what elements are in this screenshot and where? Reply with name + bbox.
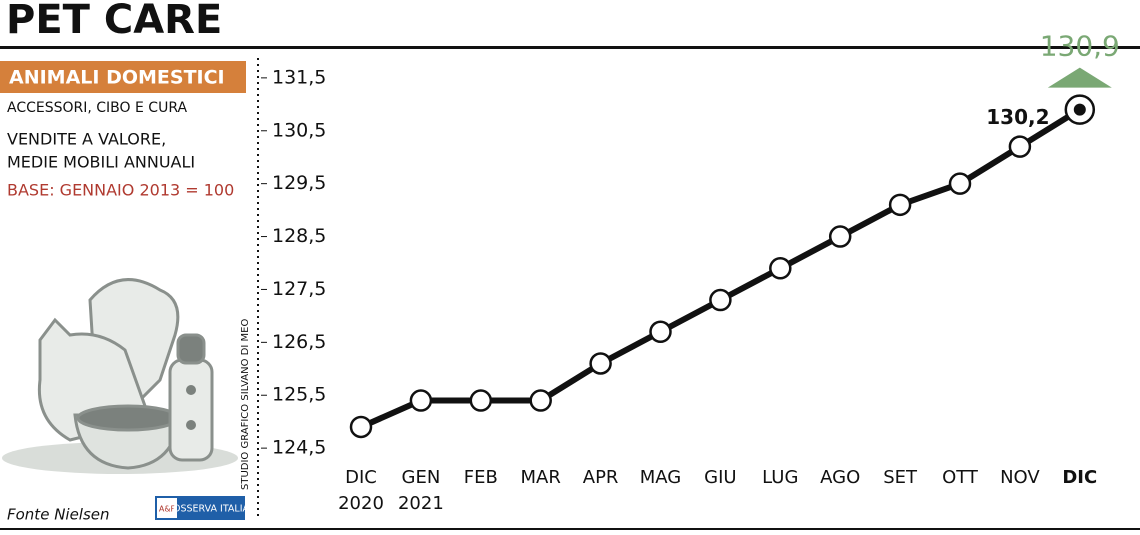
base: BASE: GENNAIO 2013 = 100 [7, 181, 234, 200]
x-tick-label: GIU [704, 467, 736, 488]
x-tick-label: DIC [345, 467, 377, 488]
point [409, 389, 433, 412]
point [888, 193, 912, 217]
y-tick-label: 129,5 [272, 172, 326, 194]
title: PET CARE [6, 0, 222, 43]
point [709, 288, 732, 312]
point [349, 415, 373, 439]
point [529, 389, 552, 412]
point [589, 352, 612, 375]
point [469, 389, 493, 412]
point-dot [1073, 103, 1086, 116]
rule [0, 46, 1140, 49]
x-tick-label: OTT [942, 467, 979, 488]
x-tick-label: MAR [521, 467, 561, 488]
y-tick-label: 124,5 [272, 437, 326, 459]
subtitle: ACCESSORI, CIBO E CURA [7, 100, 187, 116]
point [769, 257, 792, 280]
value-label: 130,2 [986, 105, 1049, 129]
x-year-label: 2020 [338, 493, 384, 514]
x-tick-label: DIC [1062, 467, 1097, 488]
y-tick-label: 125,5 [272, 384, 326, 406]
logo-text: OSSERVA ITALIA [173, 504, 249, 515]
x-tick-label: LUG [762, 467, 798, 488]
x-year-label: 2021 [398, 493, 444, 514]
x-tick-label: APR [583, 467, 619, 488]
tag-box [0, 61, 246, 93]
measure: MEDIE MOBILI ANNUALI [7, 153, 195, 172]
x-tick-label: GEN [402, 467, 441, 488]
credit: STUDIO GRAFICO SILVANO DI MEO [240, 319, 251, 490]
y-tick-label: 128,5 [272, 225, 326, 247]
x-tick-label: MAG [640, 467, 681, 488]
point [1008, 135, 1032, 158]
rule [0, 528, 1140, 530]
line [359, 107, 1082, 430]
point [948, 172, 972, 195]
point [828, 225, 852, 248]
x-tick-label: SET [883, 467, 918, 488]
source: Fonte Nielsen [7, 506, 110, 524]
logo-mark: A&F [159, 505, 176, 514]
x-tick-label: NOV [1000, 467, 1040, 488]
measure: VENDITE A VALORE, [7, 130, 166, 149]
point [649, 320, 672, 344]
logo-mark-box [157, 498, 177, 518]
value-label: 130,9 [1040, 30, 1120, 63]
y-tick-label: 131,5 [272, 66, 326, 88]
y-tick-label: 126,5 [272, 331, 326, 353]
x-tick-label: AGO [820, 467, 860, 488]
tag: ANIMALI DOMESTICI [9, 67, 225, 89]
highlight-arrow [1047, 67, 1112, 88]
illustration [2, 278, 238, 474]
y-tick-label: 127,5 [272, 278, 326, 300]
y-tick-label: 130,5 [272, 119, 326, 141]
x-tick-label: FEB [464, 467, 498, 488]
